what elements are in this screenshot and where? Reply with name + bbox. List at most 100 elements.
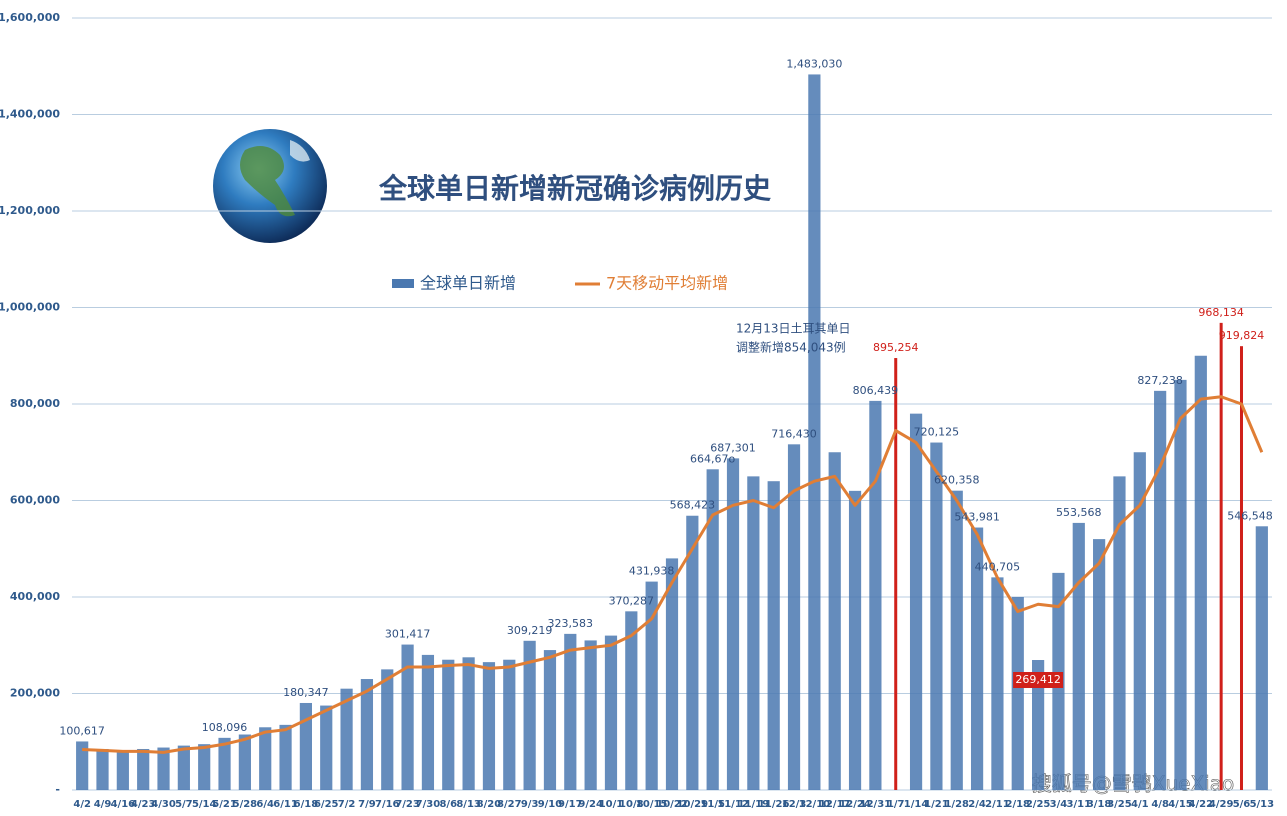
bar — [1174, 379, 1187, 790]
x-tick-label: 8/6 — [439, 799, 457, 810]
bar — [360, 679, 374, 790]
bar — [564, 633, 577, 790]
bar — [198, 744, 211, 790]
legend-label: 全球单日新增 — [420, 274, 516, 293]
bar — [894, 358, 898, 790]
bar — [1032, 660, 1045, 790]
x-tick-label: 9/3 — [521, 799, 539, 810]
data-label: 620,358 — [934, 474, 980, 487]
data-label: 100,617 — [59, 724, 105, 737]
x-tick-label: 7/23 — [395, 799, 420, 810]
x-tick-label: 6/18 — [294, 799, 319, 810]
data-label: 827,238 — [1137, 374, 1183, 387]
x-tick-label: 4/30 — [151, 799, 176, 810]
x-tick-label: 2/25 — [1026, 799, 1051, 810]
x-tick-label: 10/22 — [656, 799, 688, 810]
bar — [320, 705, 333, 790]
bar — [340, 688, 353, 790]
bar — [828, 452, 841, 790]
bar — [848, 490, 862, 790]
x-tick-label: 12/10 — [799, 799, 831, 810]
bar — [1072, 522, 1085, 790]
data-label: 919,824 — [1219, 329, 1265, 342]
legend-swatch — [392, 279, 414, 288]
data-label: 553,568 — [1056, 506, 1102, 519]
label-box — [1013, 672, 1064, 689]
chart-title: 全球单日新增新冠确诊病例历史 — [378, 172, 771, 205]
y-tick-label: 400,000 — [10, 590, 60, 603]
x-tick-label: 10/15 — [636, 799, 668, 810]
moving-average-line — [82, 395, 1264, 754]
data-label: 664,67o — [690, 452, 735, 465]
x-tick-label: 8/27 — [497, 799, 522, 810]
bar — [1255, 526, 1268, 790]
data-label: 309,219 — [507, 624, 553, 637]
x-tick-label: 3/11 — [1067, 799, 1092, 810]
data-label: 370,287 — [609, 594, 655, 607]
data-label: 323,583 — [548, 617, 594, 630]
x-tick-label: 11/26 — [758, 799, 790, 810]
bar — [157, 747, 170, 790]
x-tick-label: 12/3 — [782, 799, 807, 810]
bar — [726, 458, 740, 790]
bar — [238, 734, 251, 790]
data-label: 431,938 — [629, 565, 675, 578]
x-tick-label: 10/29 — [677, 799, 709, 810]
x-tick-label: 2/18 — [1005, 799, 1030, 810]
x-tick-label: 4/1 — [1131, 799, 1149, 810]
bar — [1011, 597, 1024, 790]
bar — [1194, 355, 1207, 790]
y-tick-label: 200,000 — [10, 687, 60, 700]
bar — [482, 662, 496, 790]
bar — [706, 469, 719, 790]
bar — [1113, 476, 1126, 790]
bar — [991, 577, 1004, 790]
x-tick-label: 7/30 — [416, 799, 441, 810]
bar — [401, 644, 414, 790]
y-tick-label: 600,000 — [10, 494, 60, 507]
bar — [1219, 322, 1223, 790]
bar — [96, 748, 109, 790]
bar — [116, 750, 129, 790]
x-tick-label: 4/22 — [1189, 799, 1214, 810]
x-tick-label: 5/21 — [212, 799, 237, 810]
bar — [869, 400, 882, 790]
bar — [686, 515, 699, 790]
x-tick-label: 5/6 — [1233, 799, 1251, 810]
data-label: 968,134 — [1198, 306, 1244, 319]
data-label: 543,981 — [954, 511, 1000, 524]
x-tick-label: 8/13 — [456, 799, 481, 810]
x-tick-label: 1/14 — [904, 799, 929, 810]
bar — [259, 727, 272, 790]
x-tick-label: 6/4 — [256, 799, 274, 810]
annotation: 调整新增854,043例 — [736, 340, 846, 355]
y-tick-label: 1,200,000 — [0, 204, 60, 217]
data-label: 806,439 — [853, 384, 899, 397]
bar — [299, 702, 312, 790]
x-tick-label: 4/23 — [131, 799, 156, 810]
x-tick-label: 10/1 — [599, 799, 624, 810]
annotation: 12月13日土耳其单日 — [736, 322, 851, 336]
data-label: 568,423 — [670, 499, 716, 512]
x-tick-label: 2/11 — [985, 799, 1010, 810]
x-tick-label: 1/21 — [924, 799, 949, 810]
data-label: 180,347 — [283, 686, 329, 699]
bar — [930, 442, 943, 790]
data-label: 716,430 — [771, 427, 817, 440]
x-tick-label: 5/28 — [233, 799, 258, 810]
x-tick-label: 3/18 — [1087, 799, 1112, 810]
data-label: 301,417 — [385, 628, 431, 641]
y-tick-label: 1,400,000 — [0, 108, 60, 121]
bar — [1133, 452, 1146, 790]
data-label: 895,254 — [873, 341, 919, 354]
data-label: 720,125 — [914, 426, 960, 439]
data-label: 108,096 — [202, 721, 248, 734]
x-tick-label: 6/25 — [314, 799, 339, 810]
data-label: 269,412 — [1015, 673, 1061, 686]
x-tick-label: 11/19 — [738, 799, 770, 810]
x-tick-label: 10/8 — [619, 799, 644, 810]
x-tick-label: 3/25 — [1107, 799, 1132, 810]
data-label: 440,705 — [975, 560, 1021, 573]
x-tick-label: 9/10 — [538, 799, 563, 810]
bar — [1154, 390, 1167, 790]
